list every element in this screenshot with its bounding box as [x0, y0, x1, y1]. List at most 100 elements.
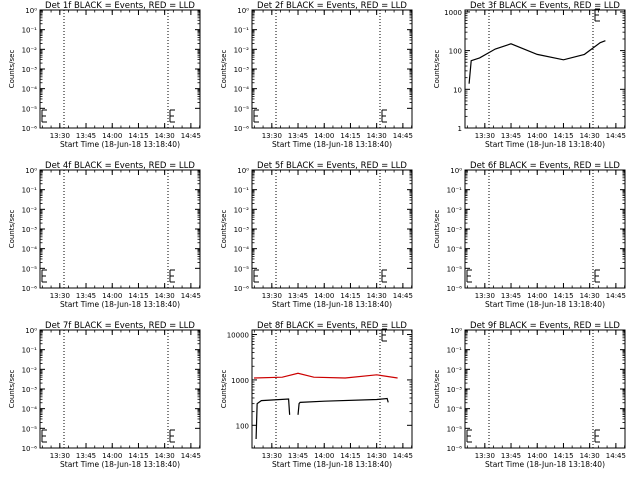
y-tick-label: 10: [453, 86, 462, 94]
y-tick-label: 10⁻⁵: [22, 265, 38, 273]
x-tick-label: 13:30: [50, 292, 70, 300]
y-tick-label: 10⁻⁴: [234, 86, 250, 94]
y-tick-label: 10⁻¹: [22, 187, 38, 195]
error-bar-marker: [41, 109, 47, 123]
y-tick-label: 10⁻⁵: [234, 105, 250, 113]
chart-det-7f: Det 7f BLACK = Events, RED = LLD 10⁰ 10⁻¹ 1…: [8, 321, 201, 469]
y-tick-label: 10⁻⁴: [22, 86, 38, 94]
error-bar-marker: [466, 429, 472, 443]
y-tick-label: 10⁻³: [22, 66, 38, 74]
x-tick-label: 13:45: [76, 452, 96, 460]
x-tick-label: 14:45: [181, 452, 201, 460]
y-tick-label: 10⁻²: [234, 206, 250, 214]
plot-frame: [39, 329, 201, 449]
x-tick-label: 13:30: [50, 452, 70, 460]
x-tick-label: 14:30: [155, 132, 175, 140]
y-tick-label: 10⁻⁵: [447, 425, 463, 433]
chart-title: Det 4f BLACK = Events, RED = LLD: [45, 161, 195, 171]
y-axis-label: Counts/sec: [220, 50, 228, 89]
y-tick-label: 10⁻⁶: [234, 125, 250, 133]
x-tick-label: 14:45: [606, 292, 626, 300]
x-tick-label: 14:30: [367, 132, 387, 140]
error-bar-marker: [594, 269, 600, 283]
y-axis-label: Counts/sec: [433, 50, 441, 89]
x-axis-label: Start Time (18-Jun-18 13:18:40): [60, 460, 180, 469]
error-bar-marker: [381, 269, 387, 283]
error-bar-marker: [381, 109, 387, 123]
x-tick-label: 13:45: [501, 132, 521, 140]
chart-det-3f: Det 3f BLACK = Events, RED = LLD 1 10 100 10…: [433, 1, 626, 149]
x-tick-label: 13:30: [262, 292, 282, 300]
y-tick-label: 10⁻¹: [22, 347, 38, 355]
x-tick-label: 13:30: [262, 452, 282, 460]
chart-title: Det 7f BLACK = Events, RED = LLD: [45, 321, 195, 331]
y-tick-label: 10⁻⁴: [22, 246, 38, 254]
y-axis-label: Counts/sec: [8, 370, 16, 409]
chart-title: Det 8f BLACK = Events, RED = LLD: [257, 321, 407, 331]
error-bar-marker: [41, 429, 47, 443]
x-axis-label: Start Time (18-Jun-18 13:18:40): [60, 140, 180, 149]
plot-frame: [251, 329, 413, 449]
x-tick-label: 14:45: [181, 132, 201, 140]
plot-frame: [464, 169, 626, 289]
y-tick-label: 1000: [231, 377, 249, 385]
series-line-lld: [253, 372, 398, 379]
x-tick-label: 13:45: [501, 452, 521, 460]
y-tick-label: 10⁻³: [22, 226, 38, 234]
error-bar-marker: [169, 269, 175, 283]
y-tick-label: 10⁻²: [234, 46, 250, 54]
y-tick-label: 10⁻²: [22, 366, 38, 374]
x-tick-label: 14:30: [155, 292, 175, 300]
x-tick-label: 14:15: [553, 132, 573, 140]
x-tick-label: 14:45: [393, 292, 413, 300]
y-tick-label: 10⁻⁶: [234, 285, 250, 293]
y-tick-label: 10⁻²: [447, 206, 463, 214]
y-tick-label: 10⁻⁵: [22, 105, 38, 113]
y-axis-label: Counts/sec: [433, 210, 441, 249]
x-tick-label: 14:00: [102, 132, 122, 140]
x-tick-label: 13:30: [50, 132, 70, 140]
x-tick-label: 13:30: [475, 292, 495, 300]
y-tick-label: 10⁻¹: [22, 27, 38, 35]
chart-title: Det 2f BLACK = Events, RED = LLD: [257, 1, 407, 11]
x-tick-label: 14:15: [340, 452, 360, 460]
x-tick-label: 13:45: [76, 292, 96, 300]
y-tick-label: 10⁰: [25, 327, 37, 335]
x-tick-label: 14:15: [128, 452, 148, 460]
x-tick-label: 14:00: [314, 132, 334, 140]
y-tick-label: 10⁻²: [447, 366, 463, 374]
x-tick-label: 14:15: [340, 292, 360, 300]
y-tick-label: 10⁻⁵: [234, 265, 250, 273]
x-tick-label: 13:30: [475, 452, 495, 460]
plot-frame: [464, 9, 626, 129]
x-tick-label: 14:30: [155, 452, 175, 460]
x-tick-label: 13:45: [501, 292, 521, 300]
y-tick-label: 1: [458, 125, 462, 133]
y-tick-label: 10⁻¹: [447, 347, 463, 355]
x-tick-label: 13:45: [288, 292, 308, 300]
plot-frame: [39, 169, 201, 289]
chart-det-6f: Det 6f BLACK = Events, RED = LLD 10⁰ 10⁻¹ 1…: [433, 161, 626, 309]
y-tick-label: 10⁻⁶: [22, 125, 38, 133]
y-tick-label: 10⁻⁵: [22, 425, 38, 433]
plot-frame: [251, 9, 413, 129]
y-tick-label: 10⁻⁶: [22, 285, 38, 293]
x-axis-label: Start Time (18-Jun-18 13:18:40): [272, 300, 392, 309]
x-tick-label: 14:00: [314, 452, 334, 460]
y-tick-label: 10⁻³: [22, 386, 38, 394]
x-tick-label: 14:00: [102, 452, 122, 460]
x-axis-label: Start Time (18-Jun-18 13:18:40): [485, 460, 605, 469]
x-tick-label: 14:30: [367, 452, 387, 460]
error-bar-marker: [381, 328, 387, 342]
y-tick-label: 10⁰: [237, 7, 249, 15]
y-axis-label: Counts/sec: [8, 50, 16, 89]
error-bar-marker: [41, 269, 47, 283]
plot-frame: [464, 329, 626, 449]
x-tick-label: 14:15: [128, 292, 148, 300]
y-tick-label: 10⁻³: [447, 226, 463, 234]
plot-frame: [39, 9, 201, 129]
plot-frame: [251, 169, 413, 289]
y-tick-label: 10⁻⁴: [22, 406, 38, 414]
y-tick-label: 10⁰: [237, 167, 249, 175]
